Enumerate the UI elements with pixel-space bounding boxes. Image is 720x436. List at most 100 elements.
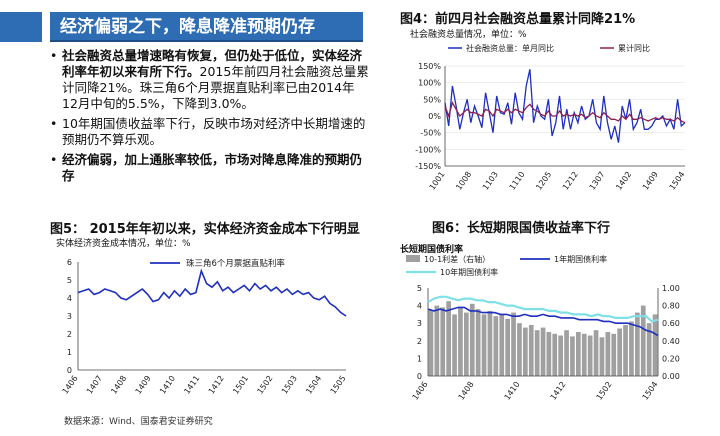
bullet-text: 2015年前四月社会融资总量累计同降21%。珠三角6个月票据直贴利率已由2014…	[62, 64, 369, 111]
x-tick-label: 1408	[109, 374, 128, 396]
spread-bar	[452, 314, 457, 376]
series-line-10y	[427, 295, 659, 323]
y2-tick-label: 0.20	[662, 354, 680, 363]
x-tick-label: 1409	[134, 374, 153, 396]
spread-bar	[617, 328, 622, 376]
spread-bar	[505, 318, 510, 376]
y-tick-label: 3	[417, 319, 422, 328]
bullet-dot-icon: •	[50, 116, 58, 131]
spread-bar	[646, 323, 652, 376]
x-tick-label: 1410	[158, 374, 177, 396]
spread-bar	[552, 333, 558, 376]
decorative-banner-bar	[0, 12, 42, 42]
y-tick-label: 4	[67, 294, 72, 303]
spread-bar	[611, 333, 617, 376]
y-tick-label: 3	[67, 312, 72, 321]
fig5-title: 图5： 2015年年初以来，实体经济资金成本下行明显	[50, 222, 360, 237]
bullet-text: 10年期国债收益率下行，反映市场对经济中长期增速的预期仍不算乐观。	[62, 116, 366, 147]
spread-bar	[487, 310, 493, 376]
spread-bar	[499, 314, 505, 376]
y-tick-label: 0	[67, 366, 72, 375]
bullet-list: • 社会融资总量增速略有恢复，但仍处于低位，实体经济利率年初以来有所下行。201…	[50, 48, 370, 188]
bullet-item: • 社会融资总量增速略有恢复，但仍处于低位，实体经济利率年初以来有所下行。201…	[50, 48, 370, 112]
legend-swatch-spread	[406, 255, 420, 262]
x-tick-label: 1503	[280, 374, 299, 396]
fig4-title: 图4：前四月社会融资总量累计同降21%	[400, 12, 636, 27]
y2-tick-label: 0.00	[662, 372, 680, 381]
series-line-monthly	[444, 69, 686, 143]
x-tick-label: 1307	[588, 170, 607, 192]
y2-tick-label: 0.80	[662, 302, 680, 311]
x-tick-label: 1504	[304, 374, 323, 396]
y-tick-label: 0	[417, 372, 422, 381]
y-tick-label: -100%	[415, 145, 441, 154]
spread-bar	[493, 316, 499, 376]
series-line-rate	[77, 268, 347, 317]
spread-bar	[517, 323, 522, 376]
legend-label-cumulative: 累计同比	[618, 43, 650, 53]
legend-label-10y: 10年期国债利率	[440, 267, 498, 277]
bullet-bold-text: 经济偏弱，加上通胀率较低，市场对降息降准的预期仍存	[62, 152, 363, 183]
y-tick-label: 0%	[428, 112, 441, 121]
x-tick-label: 1103	[481, 170, 500, 192]
fig4-chart: 社会融资总量：单月同比 累计同比 150% 100% 50% 0% -50% -100% -15…	[415, 43, 687, 192]
spread-bar	[570, 336, 575, 376]
bullet-bold-text: 社会融资总量增速略有恢复，但仍处于低位，实体经济利率年初以来有所下行。	[62, 48, 363, 79]
x-tick-label: 1410	[503, 380, 522, 402]
bullet-dot-icon: •	[50, 48, 58, 63]
x-tick-label: 1411	[182, 374, 201, 396]
y-tick-label: 100%	[418, 79, 441, 88]
x-tick-label: 1505	[329, 374, 348, 396]
y2-tick-label: 0.40	[662, 337, 680, 346]
x-tick-label: 1001	[428, 170, 447, 192]
spread-bar	[599, 337, 605, 376]
y-tick-label: 6	[67, 258, 72, 267]
spread-bar	[593, 330, 599, 376]
series-line-cumulative	[444, 101, 686, 124]
x-tick-label: 1407	[85, 374, 104, 396]
spread-bar	[464, 312, 469, 376]
x-tick-label: 1205	[534, 170, 553, 192]
spread-bar	[528, 325, 534, 376]
y-tick-label: 2	[67, 330, 72, 339]
spread-bar	[440, 307, 446, 376]
spread-bar	[458, 307, 463, 376]
spread-bar	[475, 309, 481, 376]
spread-bar	[640, 305, 646, 376]
y2-tick-label: 1.00	[662, 284, 680, 293]
spread-bar	[469, 303, 475, 376]
x-tick-label: 1406	[61, 374, 80, 396]
spread-bar	[428, 310, 434, 376]
x-tick-label: 1406	[411, 380, 430, 402]
y2-tick-label: 0.60	[662, 319, 680, 328]
y-tick-label: 1	[67, 348, 72, 357]
y-tick-label: 150%	[418, 62, 441, 71]
x-tick-label: 1110	[508, 170, 527, 192]
x-tick-label: 1504	[641, 380, 660, 402]
x-tick-label: 1412	[207, 374, 226, 396]
y-tick-label: 1	[417, 354, 422, 363]
spread-bar	[534, 330, 540, 376]
page-title: 经济偏弱之下，降息降准预期仍存	[50, 12, 363, 42]
spread-bar	[587, 335, 593, 376]
spread-bar	[635, 312, 640, 376]
data-source-note: 数据来源：Wind、国泰君安证券研究	[64, 417, 213, 427]
x-tick-label: 1502	[255, 374, 274, 396]
spread-bar	[481, 314, 487, 376]
spread-bar	[629, 321, 634, 376]
fig5-subtitle: 实体经济资金成本情况，单位：%	[56, 239, 191, 249]
y-tick-label: 50%	[423, 95, 441, 104]
spread-bar	[581, 333, 587, 376]
spread-bar	[558, 335, 563, 376]
spread-bar	[652, 314, 658, 376]
x-tick-label: 1212	[561, 170, 580, 192]
spread-bar	[511, 312, 516, 376]
spread-bar	[623, 325, 628, 376]
fig6-title: 图6：长短期限国债收益率下行	[432, 221, 611, 236]
legend-label-1y: 1年期国债利率	[554, 254, 607, 264]
spread-bar	[540, 327, 546, 376]
x-tick-label: 1504	[668, 170, 687, 192]
legend-label-spread: 10-1利差（右轴）	[424, 254, 490, 264]
series-line-1y	[427, 306, 659, 337]
spread-bar	[446, 301, 451, 376]
